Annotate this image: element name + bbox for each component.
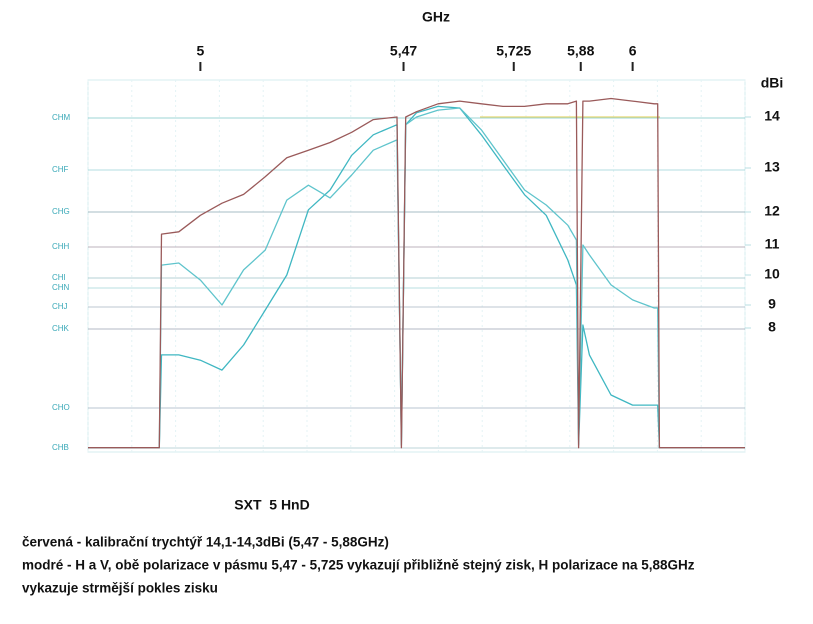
y-tick-label: 12 bbox=[764, 203, 780, 219]
channel-label: CHB bbox=[52, 443, 69, 452]
y-tick-label: 10 bbox=[764, 266, 780, 282]
y-tick-label: 14 bbox=[764, 108, 780, 124]
channel-label: CHJ bbox=[52, 302, 68, 311]
channel-label: CHM bbox=[52, 113, 71, 122]
series-line bbox=[88, 97, 745, 449]
y-tick-label: 13 bbox=[764, 159, 780, 175]
x-tick-label: 5,88 bbox=[567, 43, 594, 59]
chart-title: SXT 5 HnD bbox=[234, 497, 309, 513]
y-tick-label: 9 bbox=[768, 296, 776, 312]
channel-label: CHO bbox=[52, 403, 70, 412]
note: červená - kalibrační trychtýř 14,1-14,3d… bbox=[22, 535, 389, 550]
x-tick-label: 5 bbox=[196, 43, 204, 59]
channel-label: CHI bbox=[52, 273, 66, 282]
x-tick-label: 6 bbox=[629, 43, 637, 59]
x-tick-label: 5,47 bbox=[390, 43, 417, 59]
note: vykazuje strmější pokles zisku bbox=[22, 581, 218, 596]
channel-label: CHF bbox=[52, 165, 69, 174]
y-tick-label: 8 bbox=[768, 319, 776, 335]
series-line bbox=[88, 107, 745, 449]
plot-frame bbox=[87, 79, 746, 453]
channel-label: CHH bbox=[52, 242, 70, 251]
x-tick-label: 5,725 bbox=[496, 43, 531, 59]
channel-label: CHN bbox=[52, 283, 70, 292]
x-axis-label: GHz bbox=[422, 9, 450, 25]
series-line bbox=[88, 105, 745, 449]
y-axis-label: dBi bbox=[761, 75, 784, 91]
note: modré - H a V, obě polarizace v pásmu 5,… bbox=[22, 558, 695, 573]
y-tick-label: 11 bbox=[765, 236, 780, 252]
paper-grid bbox=[87, 80, 746, 452]
channel-label: CHK bbox=[52, 324, 70, 333]
channel-label: CHG bbox=[52, 207, 70, 216]
